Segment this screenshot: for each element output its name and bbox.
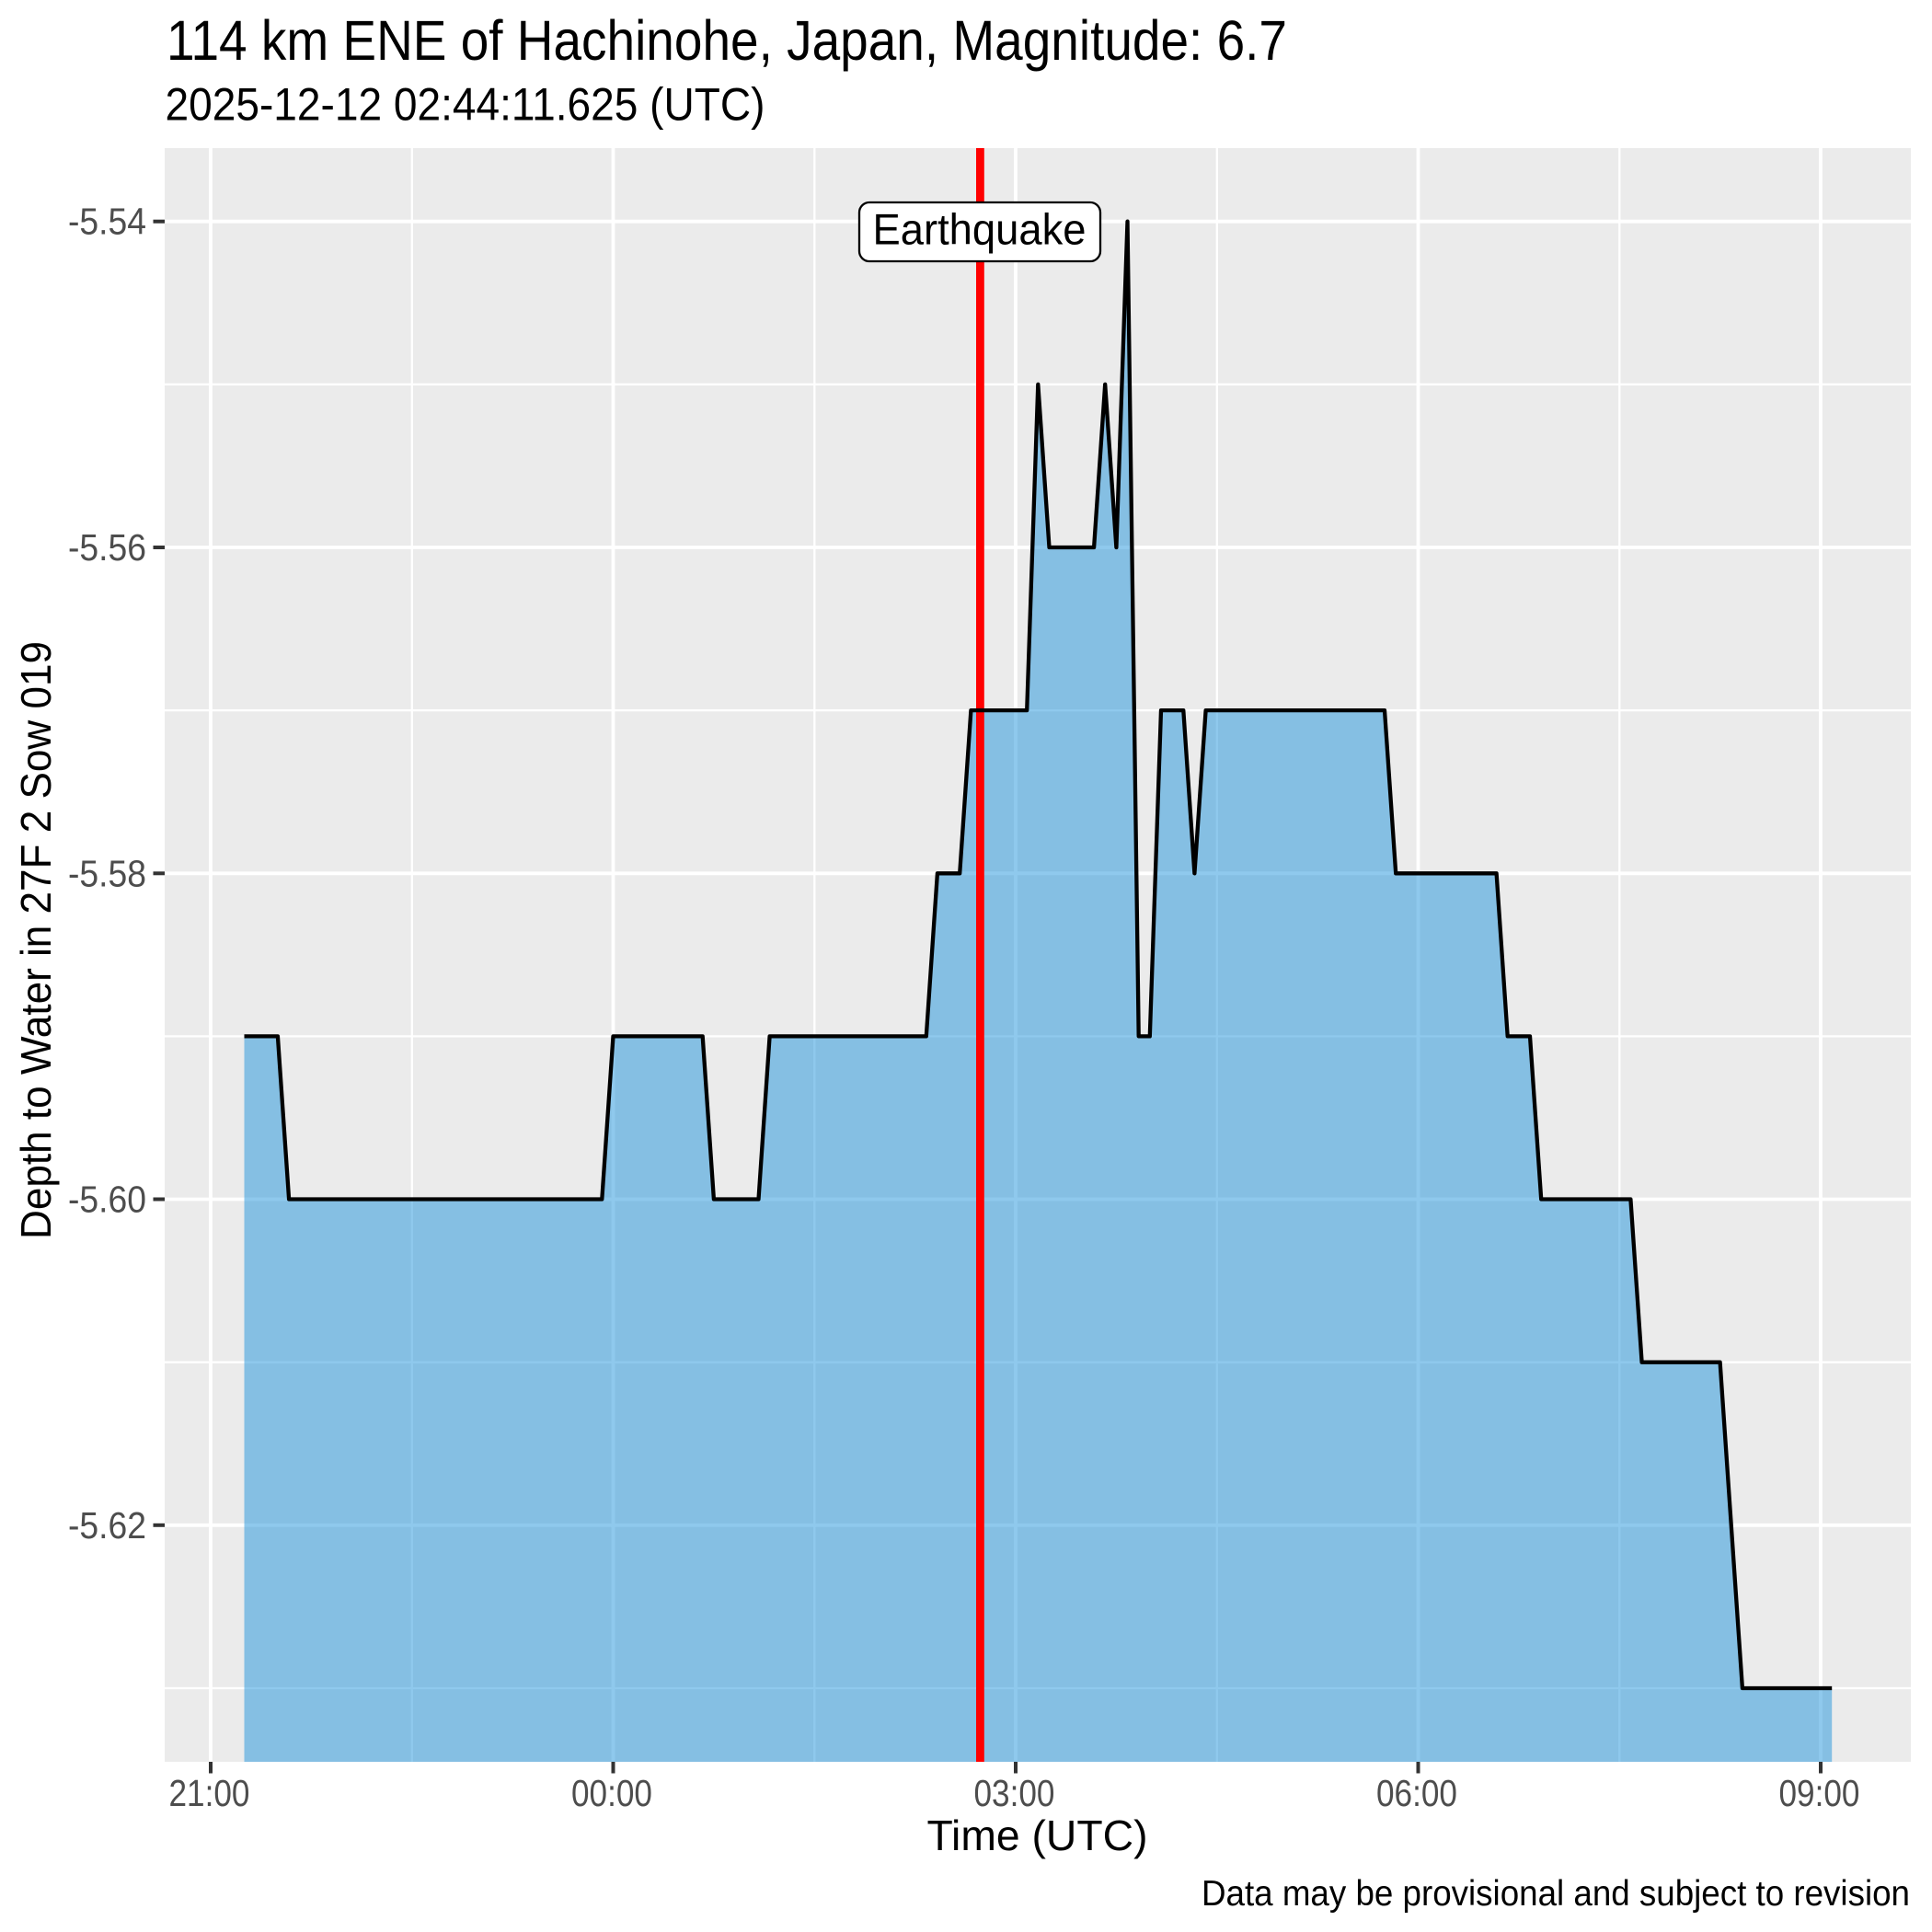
svg-text:-5.60: -5.60 xyxy=(68,1179,146,1221)
svg-text:03:00: 03:00 xyxy=(974,1772,1055,1814)
svg-text:Data may be provisional and su: Data may be provisional and subject to r… xyxy=(1202,1874,1910,1914)
svg-text:00:00: 00:00 xyxy=(571,1772,652,1814)
svg-text:114 km ENE of Hachinohe, Japan: 114 km ENE of Hachinohe, Japan, Magnitud… xyxy=(167,9,1287,73)
svg-text:Depth to Water in 27F 2 Sow 01: Depth to Water in 27F 2 Sow 019 xyxy=(12,641,60,1239)
svg-text:-5.62: -5.62 xyxy=(68,1504,146,1547)
svg-text:-5.58: -5.58 xyxy=(68,852,146,894)
svg-text:-5.56: -5.56 xyxy=(68,526,146,569)
svg-text:-5.54: -5.54 xyxy=(68,201,146,243)
svg-text:2025-12-12 02:44:11.625 (UTC): 2025-12-12 02:44:11.625 (UTC) xyxy=(166,78,765,131)
svg-text:06:00: 06:00 xyxy=(1376,1772,1457,1814)
svg-text:21:00: 21:00 xyxy=(169,1772,250,1814)
svg-text:Earthquake: Earthquake xyxy=(873,205,1087,254)
svg-text:Time (UTC): Time (UTC) xyxy=(927,1811,1148,1859)
svg-text:09:00: 09:00 xyxy=(1779,1772,1860,1814)
